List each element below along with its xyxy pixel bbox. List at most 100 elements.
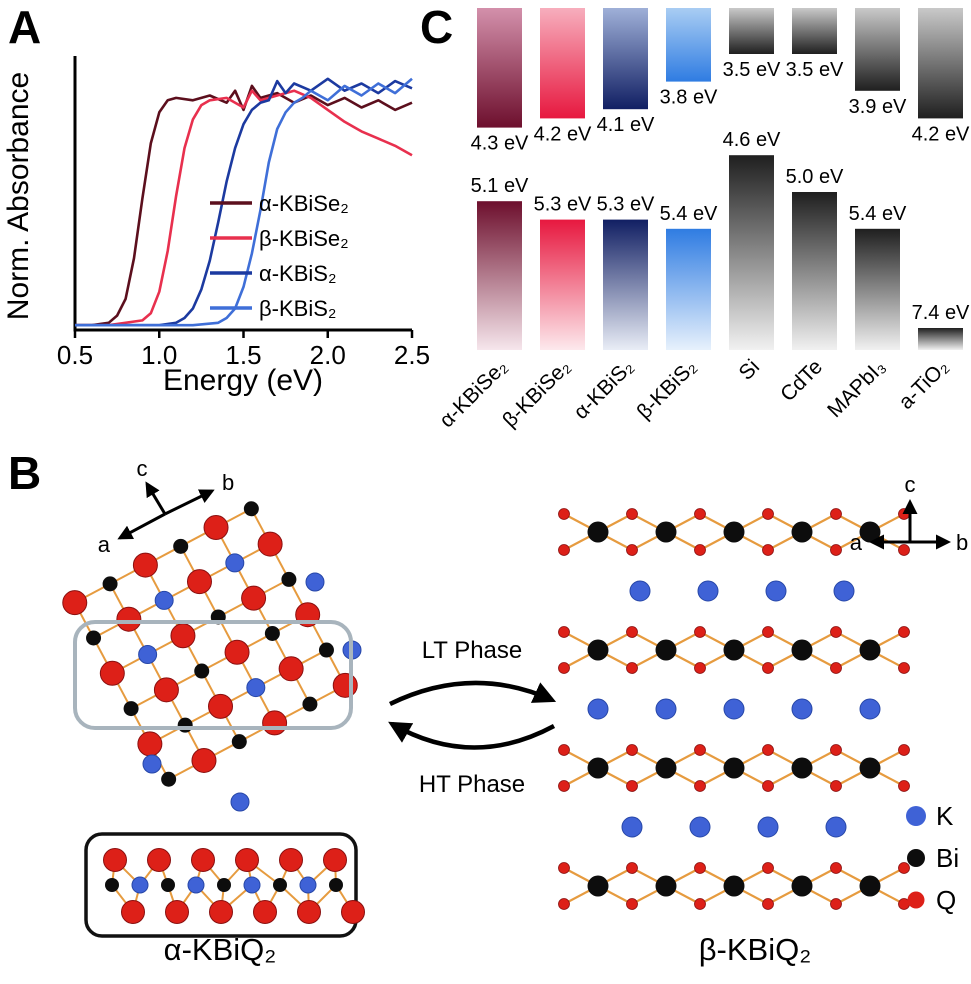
- atom-k: [243, 876, 261, 894]
- atom-bi: [587, 757, 609, 779]
- atom-bi: [329, 878, 343, 892]
- atom-q: [762, 508, 774, 520]
- atom-q: [165, 900, 189, 924]
- atom-q: [830, 780, 842, 792]
- atom-q: [558, 898, 570, 910]
- ht-phase-label: HT Phase: [419, 771, 525, 798]
- atom-k: [142, 754, 162, 774]
- atom-bi: [264, 625, 280, 641]
- x-tick-label: 0.5: [57, 340, 93, 370]
- q-legend-label: Q: [936, 885, 956, 915]
- vb-value-label-alpha-kbise2: 5.1 eV: [471, 175, 529, 197]
- atom-q: [830, 898, 842, 910]
- atom-bi: [243, 501, 259, 517]
- atom-k: [621, 816, 643, 838]
- atom-q: [626, 898, 638, 910]
- beta-layer: [558, 508, 910, 556]
- q-atom-swatch: [907, 891, 925, 909]
- atom-q: [830, 626, 842, 638]
- category-label-alpha-kbise2: α-KBiSe₂: [435, 355, 512, 432]
- cb-value-label-beta-kbise2: 4.2 eV: [534, 123, 592, 145]
- atom-q: [626, 780, 638, 792]
- category-label-beta-kbis2: β-KBiS₂: [633, 355, 702, 424]
- atom-q: [694, 544, 706, 556]
- alpha-structure: [62, 501, 365, 938]
- vb-value-label-a-tio2: 7.4 eV: [912, 302, 970, 324]
- atom-q: [694, 862, 706, 874]
- atom-bi: [723, 521, 745, 543]
- atom-k: [859, 698, 881, 720]
- atom-q: [62, 590, 88, 616]
- vb-bar-beta-kbis2: [666, 228, 711, 350]
- cb-bar-a-tio2: [918, 8, 963, 119]
- vb-value-label-beta-kbis2: 5.4 eV: [660, 203, 718, 225]
- cb-value-label-a-tio2: 4.2 eV: [912, 123, 970, 145]
- cb-bar-alpha-kbise2: [477, 8, 522, 128]
- vb-bar-cdte: [792, 192, 837, 350]
- beta-structure-label: β-KBiQ₂: [699, 932, 812, 967]
- atom-bi: [859, 757, 881, 779]
- legend-label-alpha-kbis2: α-KBiS₂: [259, 261, 337, 286]
- atom-bi: [723, 639, 745, 661]
- atom-bi: [86, 630, 102, 646]
- atom-k: [138, 645, 158, 665]
- atom-bi: [791, 757, 813, 779]
- atom-q: [278, 656, 304, 682]
- bi-legend-label: Bi: [936, 843, 959, 873]
- chart-axes: 0.5 1.0 1.5 2.0 2.5: [57, 56, 430, 370]
- atom-q: [898, 626, 910, 638]
- atom-q: [279, 848, 303, 872]
- atom-bi: [194, 663, 210, 679]
- cb-bar-si: [729, 8, 774, 54]
- atom-q: [694, 508, 706, 520]
- lt-phase-arrow: [389, 680, 557, 707]
- c-axis-arrow: [145, 481, 167, 515]
- atom-k: [757, 816, 779, 838]
- atom-q: [830, 544, 842, 556]
- beta-layer: [558, 626, 910, 674]
- atom-q: [191, 747, 217, 773]
- atom-bi: [281, 571, 297, 587]
- atom-k: [655, 698, 677, 720]
- atom-k: [697, 580, 719, 602]
- atom-q: [323, 848, 347, 872]
- k-atom-swatch: [906, 806, 926, 826]
- cb-value-label-cdte: 3.5 eV: [786, 59, 844, 81]
- cb-bar-alpha-kbis2: [603, 8, 648, 110]
- vb-bar-alpha-kbis2: [603, 219, 648, 350]
- y-axis-label: Norm. Absorbance: [2, 72, 35, 320]
- atom-q: [694, 780, 706, 792]
- atom-k: [723, 698, 745, 720]
- cb-bar-beta-kbis2: [666, 8, 711, 82]
- atom-q: [132, 552, 158, 578]
- atom-q: [558, 780, 570, 792]
- atom-k: [305, 572, 325, 592]
- crystal-structures: b a c c a b LT Phase HT Phase K Bi Q α-K…: [62, 456, 969, 967]
- beta-axes: c a b: [850, 472, 969, 555]
- alpha-atoms: [62, 501, 362, 812]
- b-axis-arrow: [164, 489, 215, 516]
- c-axis-label: c: [137, 456, 148, 481]
- a-axis-arrow: [117, 512, 166, 540]
- atom-bi: [302, 696, 318, 712]
- category-label-mapbi3: MAPbI₃: [823, 355, 890, 422]
- atom-k: [825, 816, 847, 838]
- atom-bi: [655, 521, 677, 543]
- atom-q: [341, 900, 365, 924]
- atom-q: [898, 744, 910, 756]
- atom-q: [558, 862, 570, 874]
- atom-q: [191, 848, 215, 872]
- atom-q: [762, 862, 774, 874]
- atom-bi: [231, 734, 247, 750]
- panel-b-label: B: [8, 447, 42, 499]
- atom-q: [235, 848, 259, 872]
- atom-k: [299, 876, 317, 894]
- atom-q: [209, 900, 233, 924]
- a-axis-label: a: [98, 532, 111, 557]
- legend-label-beta-kbise2: β-KBiSe₂: [259, 226, 349, 251]
- vb-bar-alpha-kbise2: [477, 201, 522, 350]
- atom-q: [558, 544, 570, 556]
- atom-q: [830, 862, 842, 874]
- atom-q: [253, 900, 277, 924]
- atom-k: [187, 876, 205, 894]
